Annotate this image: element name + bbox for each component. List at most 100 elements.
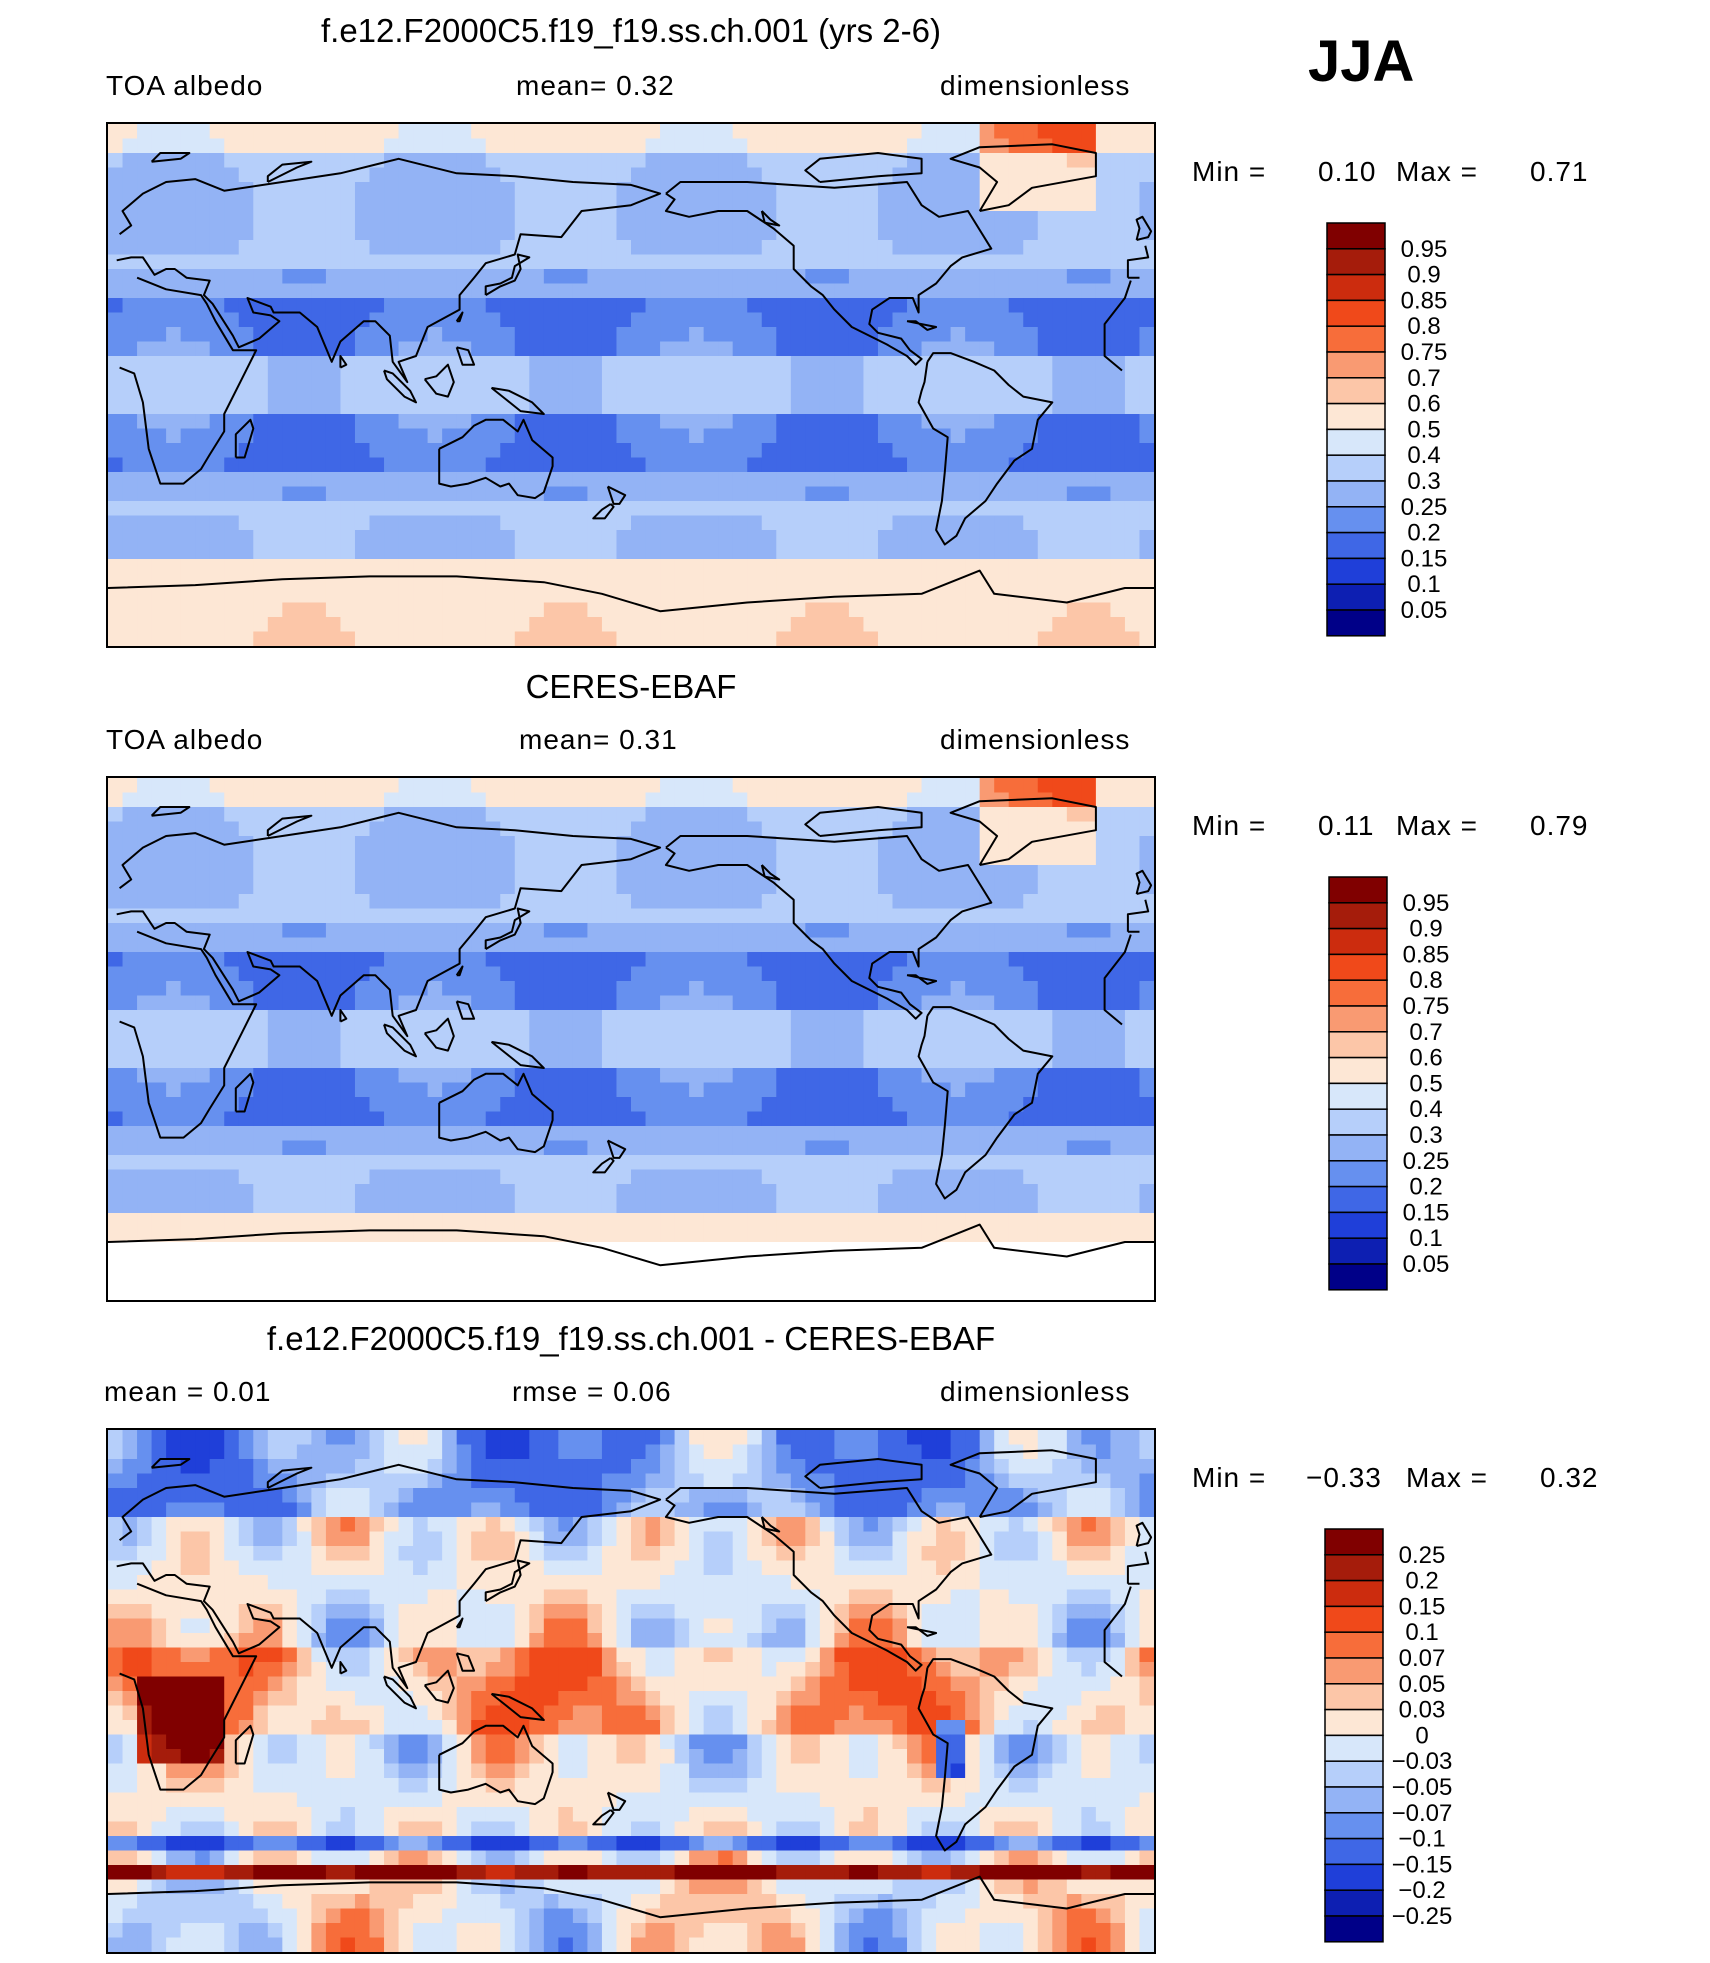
panel-3-left-label: mean = 0.01 [104,1376,272,1407]
coastline [804,1458,923,1489]
colorbar-tick-label: 0.2 [1405,1568,1438,1595]
coastline [116,157,1150,384]
coastline [108,1875,1154,1919]
coastline [664,1487,993,1672]
colorbar-tick-label: 0.05 [1399,1671,1446,1698]
panel-3-right-label: dimensionless [940,1376,1131,1407]
colorbar-swatch [1324,1528,1384,1556]
coastline [119,276,1132,485]
coastline [266,160,313,183]
colorbar-tick-label: 0.05 [1401,597,1448,624]
colorbar-swatch [1328,1056,1388,1085]
coastline [804,806,923,837]
colorbar-tick-label: −0.2 [1398,1877,1445,1904]
colorbar-swatch [1328,876,1388,904]
colorbar-swatch [1328,1031,1388,1059]
coastline [490,1692,545,1721]
colorbar-swatch [1324,1734,1384,1762]
colorbar-swatch [1324,1605,1384,1633]
panel-3-max-value: 0.32 [1540,1462,1599,1493]
coastline [760,1516,781,1533]
colorbar-swatch [1326,377,1386,405]
coastline [266,814,313,837]
coastline [949,1449,1097,1518]
colorbar-tick-label: −0.1 [1398,1826,1445,1853]
colorbar-tick-label: 0.25 [1399,1542,1446,1569]
coastline [339,355,348,369]
colorbar-swatch [1326,273,1386,302]
colorbar-tick-label: 0.75 [1403,993,1450,1020]
coastline [455,346,476,366]
coastline [490,1040,545,1069]
colorbar-swatch [1326,454,1386,482]
panel-2-left-label: TOA albedo [106,724,264,755]
colorbar-tick-label: 0.2 [1409,1174,1442,1201]
coastline [664,835,993,1020]
coastline [664,181,993,366]
colorbar-tick-label: 0.8 [1407,313,1440,340]
panel-1-title: f.e12.F2000C5.f19_f19.ss.ch.001 (yrs 2-6… [320,12,941,49]
colorbar-swatch [1326,325,1386,353]
coastline [455,1617,464,1629]
coastline [108,1223,1154,1267]
coastline [906,320,938,331]
panel-1-colorbar: 0.95 0.9 0.85 0.8 0.75 0.7 0.6 0.5 0.4 0.3 0.25 0.2… [1326,222,1526,638]
coastline [917,1658,1054,1852]
panel-2-min-value: 0.11 [1318,810,1375,841]
colorbar-tick-label: 0.7 [1407,365,1440,392]
colorbar-swatch [1326,402,1386,431]
coastline [116,811,1150,1038]
coastline [150,1458,191,1469]
coastline [1135,1521,1153,1547]
colorbar-tick-label: 0.4 [1407,442,1440,469]
coastline [917,352,1054,546]
colorbar-tick-label: 0.3 [1409,1122,1442,1149]
coastline [804,152,923,183]
panel-1-left-label: TOA albedo [106,70,264,101]
colorbar-swatch [1326,222,1386,250]
colorbar-tick-label: 0 [1415,1722,1428,1749]
coastline [266,1466,313,1489]
colorbar-swatch [1324,1812,1384,1840]
albedo-difference-map [108,1430,1154,1952]
colorbar-tick-label: 0.6 [1407,391,1440,418]
panel-2-min-label: Min = [1192,810,1267,841]
colorbar-tick-label: 0.5 [1407,416,1440,443]
colorbar-tick-label: 0.95 [1401,236,1448,263]
panel-2-center-label: mean= 0.31 [519,724,678,755]
coastline [234,418,255,459]
coastline [906,974,938,985]
panel-2-right-label: dimensionless [940,724,1131,755]
colorbar-swatch [1324,1915,1384,1943]
coastline [592,1809,615,1826]
coastline [906,1626,938,1637]
coastline [234,1072,255,1113]
coastline [949,797,1097,866]
panel-3-max-label: Max = [1406,1462,1489,1493]
coastline-outlines [108,797,1154,1267]
panel-3-title: f.e12.F2000C5.f19_f19.ss.ch.001 - CERES-… [266,1320,996,1357]
colorbar-tick-label: 0.85 [1401,287,1448,314]
colorbar-swatch [1324,1889,1384,1917]
panel-1-min-value: 0.10 [1318,156,1377,187]
coastline [917,1006,1054,1200]
colorbar-tick-label: 0.6 [1409,1045,1442,1072]
colorbar-tick-label: 0.1 [1407,571,1440,598]
coastline [592,503,615,520]
panel-1-max-label: Max = [1396,156,1479,187]
colorbar-tick-label: 0.9 [1407,262,1440,289]
coastline [423,1017,455,1052]
panel-3-min-value: −0.33 [1306,1462,1382,1493]
colorbar-tick-label: 0.25 [1403,1148,1450,1175]
colorbar-tick-label: 0.8 [1409,967,1442,994]
coastline [1135,215,1153,241]
colorbar-swatch [1326,531,1386,560]
colorbar-swatch [1324,1683,1384,1711]
coastline [119,930,1132,1139]
panel-2-map [106,776,1156,1302]
colorbar-tick-label: 0.25 [1401,494,1448,521]
coastline [108,569,1154,613]
coastline [383,1675,417,1710]
coastline [484,253,531,296]
colorbar-tick-label: 0.2 [1407,520,1440,547]
